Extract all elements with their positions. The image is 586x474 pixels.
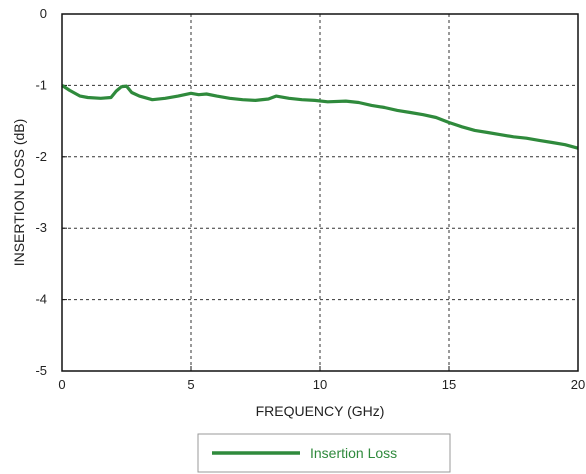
y-axis-ticks: 0 -1 -2 -3 -4 -5 [35, 6, 67, 378]
legend: Insertion Loss [197, 433, 451, 473]
x-axis-label: FREQUENCY (GHz) [256, 403, 385, 419]
series-line-insertion-loss [61, 84, 579, 150]
y-axis-label: INSERTION LOSS (dB) [11, 119, 27, 267]
grid [62, 14, 578, 371]
x-tick-label: 10 [313, 377, 327, 392]
x-axis-ticks: 0 5 10 15 20 [58, 366, 585, 392]
y-tick-label: -2 [35, 149, 47, 164]
x-tick-label: 15 [442, 377, 456, 392]
y-tick-label: 0 [40, 6, 47, 21]
x-tick-label: 20 [571, 377, 585, 392]
x-tick-label: 5 [187, 377, 194, 392]
legend-box [197, 433, 451, 473]
y-tick-label: -4 [35, 292, 47, 307]
y-tick-label: -1 [35, 77, 47, 92]
y-tick-label: -3 [35, 220, 47, 235]
x-tick-label: 0 [58, 377, 65, 392]
plot-frame [61, 13, 579, 372]
y-tick-label: -5 [35, 363, 47, 378]
legend-label: Insertion Loss [310, 445, 397, 461]
